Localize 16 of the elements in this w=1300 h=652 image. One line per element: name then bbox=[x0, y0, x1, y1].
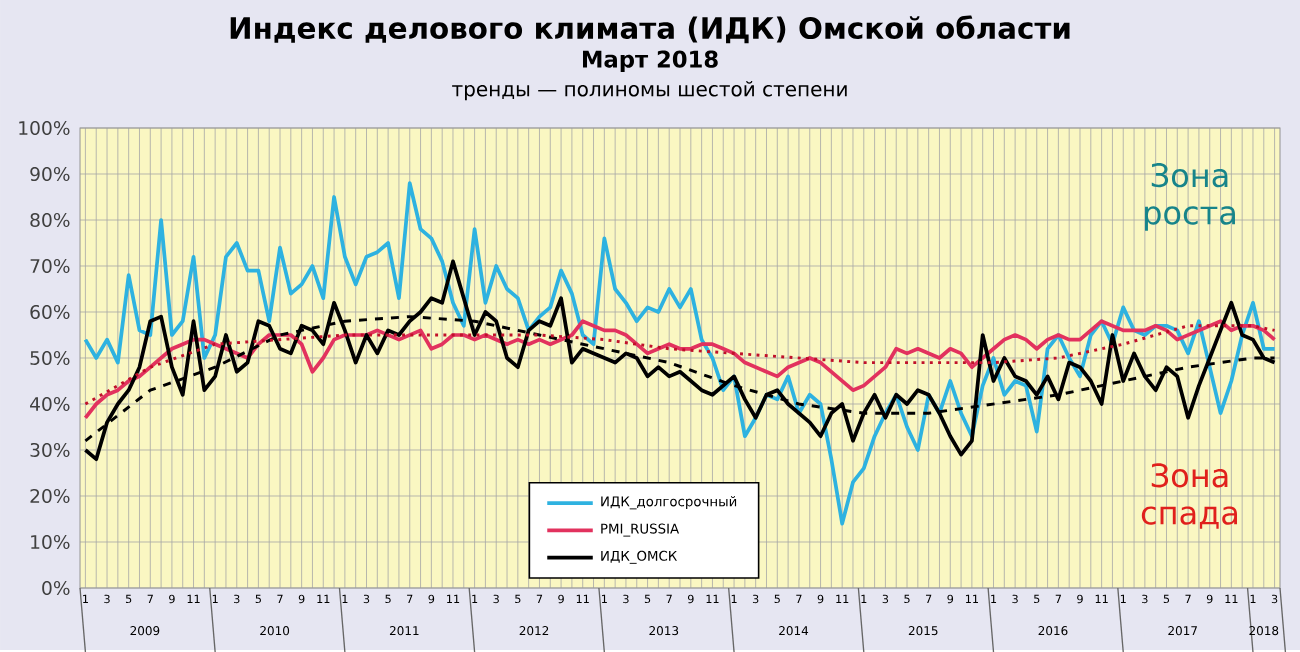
annotation: Зона спада bbox=[1141, 462, 1238, 529]
y-tick-label: 90% bbox=[30, 166, 70, 181]
y-tick-label: 60% bbox=[30, 304, 70, 319]
chart-title: Индекс делового климата (ИДК) Омской области bbox=[230, 15, 1070, 43]
y-tick-label: 100% bbox=[19, 120, 70, 135]
y-tick-label: 40% bbox=[30, 396, 70, 411]
y-tick-label: 80% bbox=[30, 212, 70, 227]
annotation: Зона роста bbox=[1145, 162, 1235, 231]
y-tick-label: 30% bbox=[30, 442, 70, 457]
text: тренды — полиномы шестой степени bbox=[452, 80, 847, 101]
y-tick-label: 50% bbox=[30, 350, 70, 365]
y-tick-label: 20% bbox=[30, 488, 70, 503]
y-tick-label: 70% bbox=[30, 258, 70, 273]
chart-subtitle: Март 2018 bbox=[583, 50, 718, 72]
y-tick-label: 0% bbox=[42, 580, 70, 595]
y-tick-label: 10% bbox=[31, 534, 70, 549]
